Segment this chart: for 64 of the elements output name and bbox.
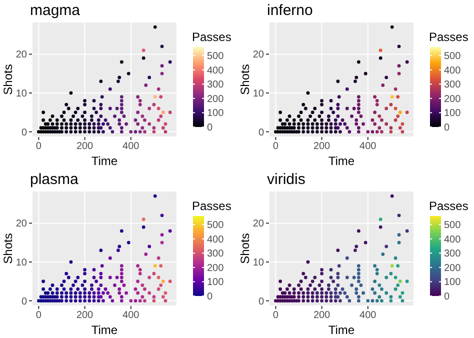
- x-tick-label: 0: [272, 310, 279, 322]
- color-bar-title: Passes: [429, 30, 468, 44]
- color-bar-label: 0: [444, 292, 450, 302]
- color-bar-label: 200: [207, 94, 224, 105]
- y-axis-title: Shots: [1, 233, 15, 264]
- y-tick-label: 20: [252, 218, 264, 230]
- color-bar-label: 0: [444, 122, 450, 134]
- y-tick-label: 20: [16, 218, 28, 230]
- x-tick-label: 200: [313, 310, 331, 322]
- color-bar-label: 400: [207, 65, 224, 76]
- color-bar-label: 500: [207, 51, 224, 62]
- x-tick-label: 0: [36, 141, 42, 152]
- x-tick-label: 200: [76, 310, 94, 322]
- y-axis-title: Shots: [1, 64, 15, 95]
- color-bar-title: Passes: [192, 199, 232, 213]
- y-tick-label: 0: [21, 296, 28, 308]
- color-bar-label: 500: [444, 51, 462, 62]
- x-tick-label: 400: [122, 310, 140, 322]
- y-tick-label: 10: [252, 88, 264, 100]
- color-bar-label: 0: [207, 292, 213, 302]
- y-tick-label: 10: [252, 258, 264, 269]
- y-tick-label: 20: [16, 50, 28, 61]
- y-tick-label: 0: [258, 127, 264, 138]
- color-bar-label: 100: [444, 108, 462, 120]
- y-tick-label: 10: [16, 258, 28, 269]
- color-bar-label: 500: [444, 220, 462, 232]
- color-bar-label: 400: [207, 234, 224, 246]
- chart-title: inferno: [267, 2, 313, 19]
- x-axis-title: Time: [328, 154, 355, 168]
- color-bar-label: 100: [207, 277, 224, 288]
- y-tick-label: 20: [252, 50, 264, 61]
- x-tick-label: 200: [76, 141, 94, 152]
- color-bar-label: 300: [207, 80, 224, 91]
- y-axis-title: Shots: [238, 233, 252, 264]
- y-tick-label: 0: [21, 127, 28, 138]
- color-bar-label: 400: [444, 234, 462, 246]
- y-tick-label: 10: [16, 88, 28, 100]
- color-bar-label: 300: [444, 80, 462, 91]
- x-tick-label: 400: [360, 141, 377, 152]
- color-bar-title: Passes: [429, 199, 468, 213]
- x-axis-title: Time: [91, 323, 118, 337]
- x-tick-label: 0: [272, 141, 279, 152]
- color-bar-label: 0: [207, 122, 213, 134]
- color-bar-label: 200: [444, 94, 462, 105]
- chart-title: viridis: [267, 171, 306, 188]
- color-bar-label: 100: [444, 277, 462, 288]
- color-bar-label: 400: [444, 65, 462, 76]
- color-bar-label: 300: [207, 248, 224, 260]
- color-bar-label: 500: [207, 220, 224, 232]
- x-tick-label: 400: [360, 310, 377, 322]
- color-bar-label: 200: [207, 262, 224, 274]
- x-axis-title: Time: [328, 323, 355, 337]
- x-tick-label: 0: [36, 310, 42, 322]
- x-tick-label: 400: [122, 141, 140, 152]
- x-axis-title: Time: [91, 154, 118, 168]
- color-bar-label: 100: [207, 108, 224, 120]
- chart-title: plasma: [30, 171, 78, 188]
- chart-title: magma: [30, 2, 80, 19]
- y-tick-label: 0: [258, 296, 264, 308]
- color-bar-label: 300: [444, 248, 462, 260]
- color-bar-label: 200: [444, 262, 462, 274]
- color-bar-title: Passes: [192, 30, 232, 44]
- x-tick-label: 200: [313, 141, 331, 152]
- y-axis-title: Shots: [238, 64, 252, 95]
